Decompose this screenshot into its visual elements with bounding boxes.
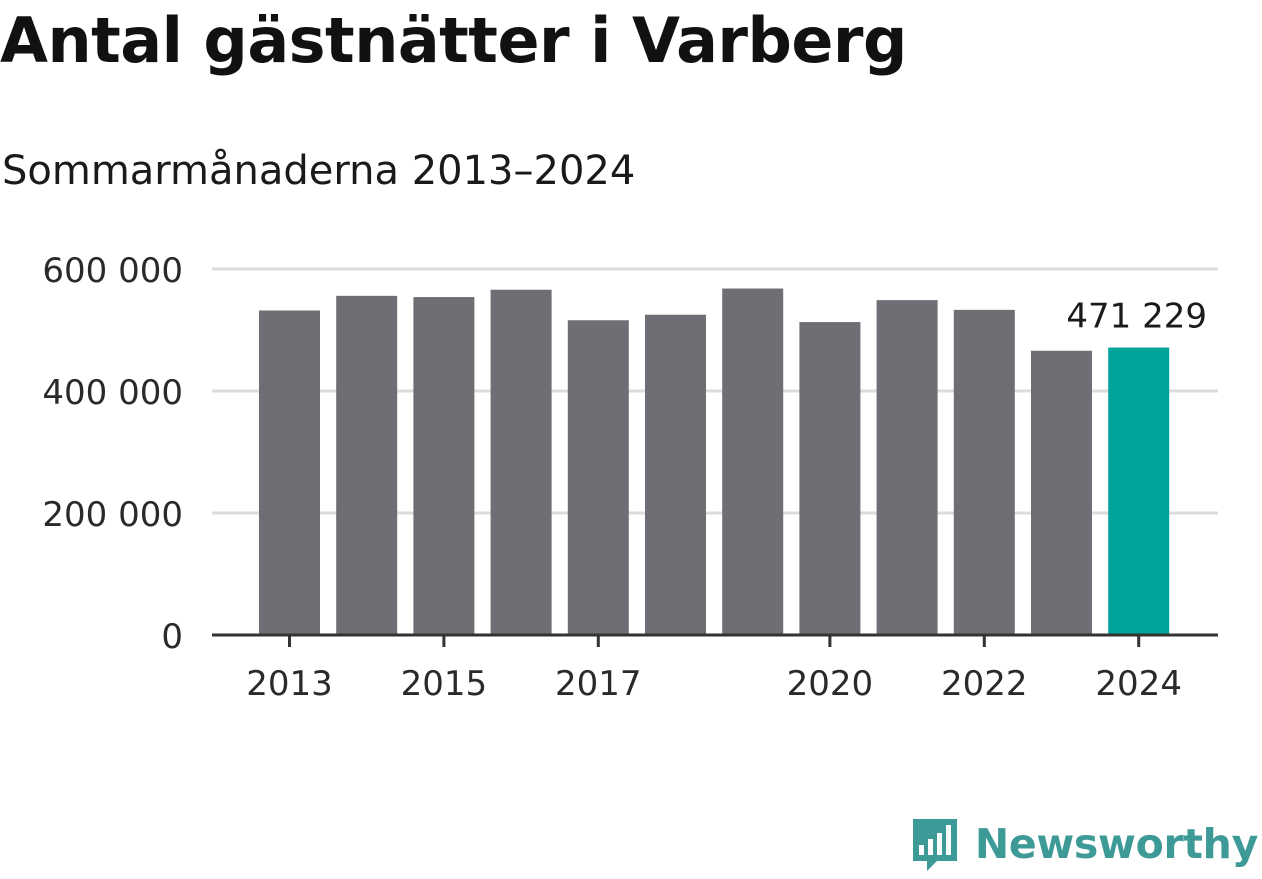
newsworthy-icon (912, 819, 957, 871)
x-tick-label: 2022 (941, 664, 1028, 704)
chart-title: Antal gästnätter i Varberg (0, 4, 907, 77)
bar-2022 (953, 309, 1015, 635)
bar-2021 (876, 300, 938, 635)
bar-2013 (259, 310, 320, 635)
bar-2017 (567, 320, 629, 635)
bar-2024 (1108, 347, 1170, 635)
x-tick-label: 2020 (787, 664, 874, 704)
y-tick-label: 400 000 (42, 373, 183, 413)
chart-subtitle: Sommarmånaderna 2013–2024 (2, 148, 636, 194)
bar-2016 (490, 289, 552, 635)
x-tick-label: 2015 (401, 664, 488, 704)
bar-2023 (1031, 350, 1092, 635)
newsworthy-logo: Newsworthy (909, 815, 1258, 873)
bar-2018 (645, 314, 706, 635)
bar-2020 (799, 322, 861, 635)
bar-2014 (336, 295, 398, 635)
bar-2015 (413, 297, 475, 635)
y-tick-label: 200 000 (42, 495, 183, 535)
brand-name: Newsworthy (974, 820, 1258, 868)
x-tick-label: 2013 (246, 664, 333, 704)
bar-2019 (722, 288, 784, 635)
data-label-2024: 471 229 (1066, 297, 1207, 337)
y-tick-label: 600 000 (42, 251, 183, 291)
y-tick-label: 0 (161, 617, 183, 657)
x-tick-label: 2017 (555, 664, 642, 704)
x-tick-label: 2024 (1095, 664, 1182, 704)
